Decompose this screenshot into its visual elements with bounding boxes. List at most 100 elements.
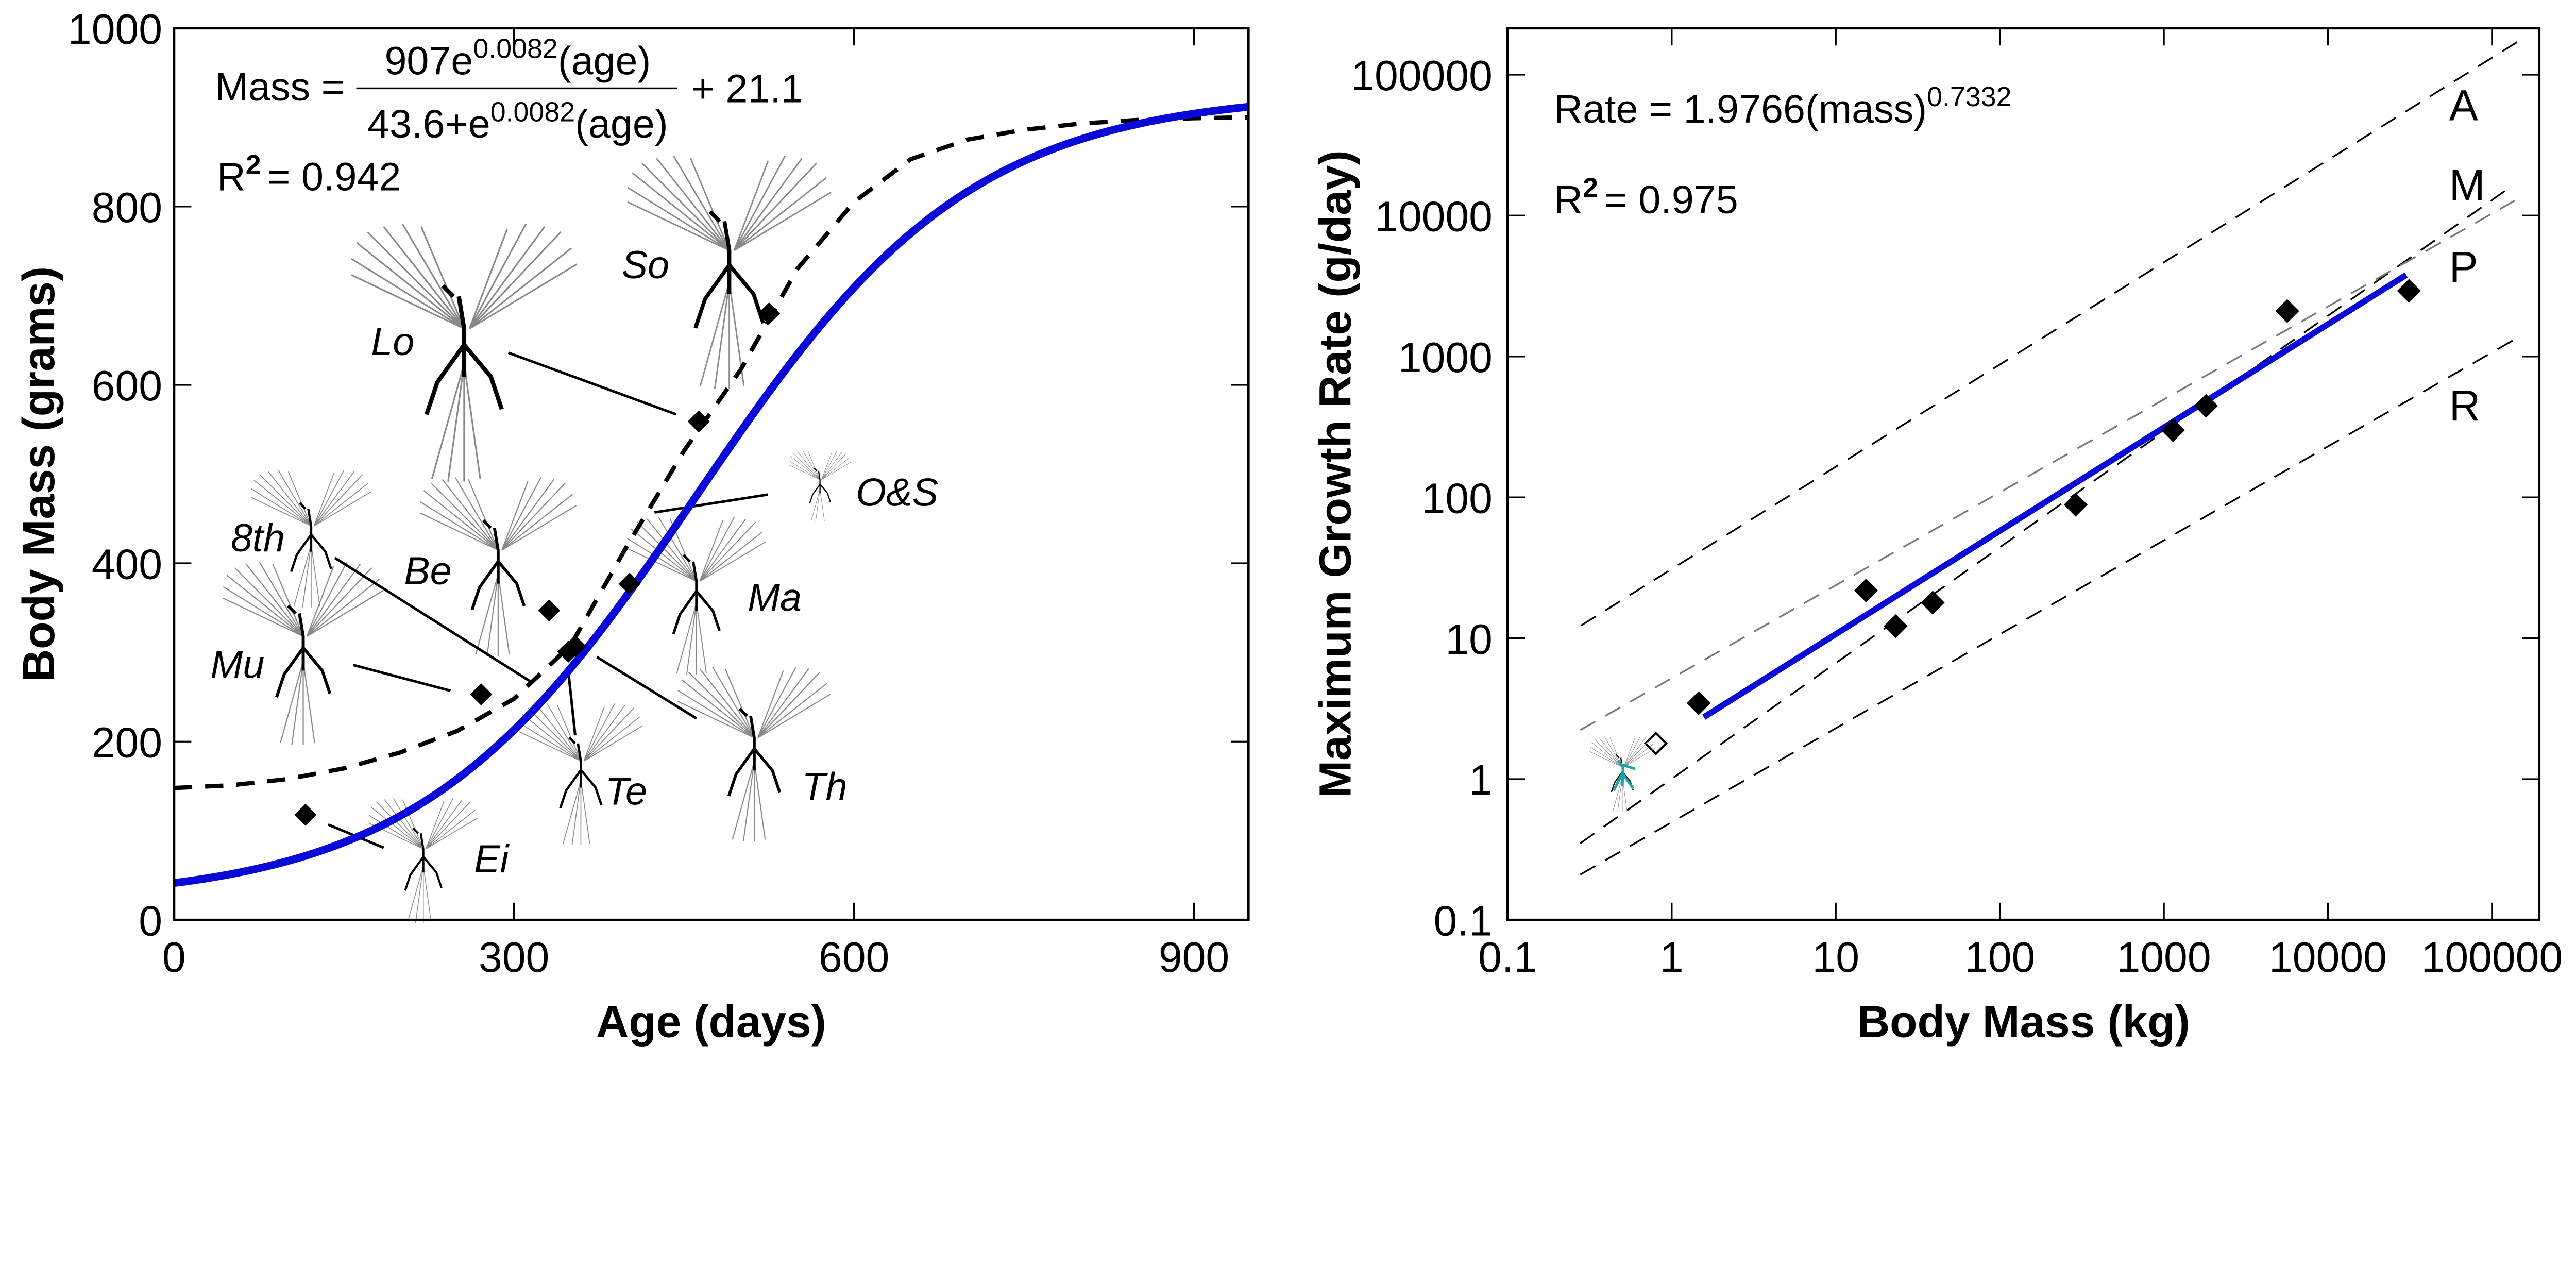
reference-line-P — [1580, 196, 2521, 731]
y-tick-label: 400 — [92, 541, 162, 588]
figure: Lo So O&S 8th Be Ma Mu Te Th Ei 0 300 600 900 0 200 400… — [13, 6, 2563, 1047]
data-point — [1884, 614, 1908, 638]
x-tick-label: 10000 — [2269, 934, 2387, 981]
leader-line — [334, 557, 532, 683]
numerator-tail: (age) — [558, 39, 651, 83]
x-tick-label: 900 — [1159, 934, 1229, 981]
specimen-label: Mu — [210, 644, 264, 687]
specimen-label: Th — [802, 766, 847, 809]
data-point — [2275, 299, 2299, 323]
y-tick-label: 10 — [1445, 616, 1493, 663]
data-point — [687, 410, 710, 433]
equation-numerator: 907e0.0082(age) — [384, 33, 651, 83]
y-tick-label: 600 — [92, 362, 162, 410]
leader-line — [507, 351, 677, 416]
left-plot-frame — [173, 27, 1250, 921]
left-y-axis-title: Body Mass (grams) — [13, 266, 64, 682]
x-tick-label: 100 — [1964, 934, 2035, 981]
specimen-label: O&S — [856, 471, 938, 515]
leader-line — [352, 663, 451, 693]
right-y-axis-title: Maximum Growth Rate (g/day) — [1310, 150, 1360, 798]
r2-label: R — [1554, 178, 1583, 222]
x-tick-label: 10 — [1812, 934, 1859, 981]
right-plot-frame — [1506, 27, 2541, 921]
x-tick-label: 0 — [162, 934, 186, 981]
y-tick-label: 100000 — [1351, 52, 1493, 99]
logistic-fit-curve — [173, 103, 1249, 887]
y-tick-label: 10000 — [1375, 193, 1493, 241]
x-tick-label: 600 — [819, 934, 889, 981]
reference-line-label: A — [2449, 81, 2478, 130]
leader-line — [596, 655, 698, 720]
data-point — [2397, 279, 2421, 303]
specimen-label: 8th — [231, 517, 285, 560]
x-tick-label: 0.1 — [1478, 934, 1537, 981]
data-point — [2063, 493, 2088, 517]
data-point — [1921, 591, 1945, 615]
r2-value: = 0.975 — [1604, 178, 1738, 222]
rate-equation-base: Rate = 1.9766(mass) — [1554, 87, 1927, 131]
x-tick-label: 1 — [1660, 934, 1684, 981]
specimen-label: Lo — [371, 321, 414, 364]
r2-label: R — [217, 155, 246, 199]
data-point — [470, 683, 493, 705]
insect-illustration-icon — [369, 798, 478, 923]
insect-illustration-icon — [628, 517, 766, 676]
reference-line-R — [1580, 335, 2521, 875]
numerator-exponent: 0.0082 — [473, 33, 557, 64]
data-point — [758, 302, 781, 325]
data-point — [2161, 418, 2185, 442]
right-equation: Rate = 1.9766(mass)0.7332 R2 = 0.975 — [1554, 81, 2011, 222]
denominator-base: 43.6+e — [367, 102, 490, 146]
r2-value: = 0.942 — [267, 155, 401, 199]
r2-exponent: 2 — [1583, 172, 1598, 203]
data-point — [538, 599, 561, 622]
data-point — [564, 635, 586, 658]
specimen-label: Ma — [748, 577, 802, 620]
leader-line — [567, 671, 577, 736]
rate-equation: Rate = 1.9766(mass)0.7332 — [1554, 81, 2011, 131]
y-tick-label: 1000 — [1398, 334, 1493, 381]
denominator-exponent: 0.0082 — [490, 96, 575, 127]
specimen-label: Ei — [474, 838, 510, 881]
hollow-data-point — [1643, 731, 1668, 756]
reference-line-label: R — [2449, 381, 2481, 430]
y-tick-label: 800 — [92, 184, 162, 231]
data-point — [1854, 578, 1878, 603]
y-tick-label: 1 — [1469, 756, 1493, 804]
data-point — [2194, 394, 2218, 418]
y-tick-label: 200 — [92, 719, 162, 766]
y-tick-label: 1000 — [68, 6, 162, 53]
growth-rate-chart: AMP R 0.1 1 10 100 1000 10000 100000 0.1 1 10 100 10… — [1310, 27, 2563, 1047]
x-tick-label: 300 — [479, 934, 549, 981]
data-point — [1687, 691, 1711, 715]
left-x-axis-title: Age (days) — [596, 996, 826, 1047]
specimen-label: Be — [404, 550, 451, 593]
left-equation: Mass = 907e0.0082(age) 43.6+e0.0082(age)… — [215, 33, 803, 199]
r2-exponent: 2 — [246, 149, 261, 180]
denominator-tail: (age) — [575, 102, 668, 146]
equation-constant: + 21.1 — [691, 66, 803, 111]
reference-line-M — [1580, 183, 2515, 845]
equation-denominator: 43.6+e0.0082(age) — [367, 96, 668, 146]
growth-curve-chart: Lo So O&S 8th Be Ma Mu Te Th Ei 0 300 600 900 0 200 400… — [13, 6, 1250, 1047]
numerator-base: 907e — [384, 39, 473, 83]
insect-illustration-icon — [678, 667, 831, 841]
specimen-skeleton — [1612, 759, 1636, 791]
reference-line-label: M — [2449, 161, 2485, 209]
reference-line-A — [1580, 39, 2521, 627]
y-tick-label: 100 — [1422, 475, 1493, 522]
leader-line — [654, 493, 768, 514]
r-squared-right: R2 = 0.975 — [1554, 172, 1738, 222]
insect-illustration-icon — [788, 450, 852, 523]
rate-equation-exponent: 0.7332 — [1927, 81, 2011, 112]
x-tick-label: 1000 — [2116, 934, 2211, 981]
data-point — [294, 803, 317, 826]
specimen-label: So — [622, 244, 669, 287]
data-point — [618, 572, 641, 595]
comparison-curve-dashed — [174, 115, 1249, 790]
specimen-icon — [1589, 736, 1656, 813]
x-tick-label: 100000 — [2421, 934, 2563, 981]
equation-lhs: Mass = — [215, 65, 345, 109]
specimen-label: Te — [605, 770, 647, 813]
